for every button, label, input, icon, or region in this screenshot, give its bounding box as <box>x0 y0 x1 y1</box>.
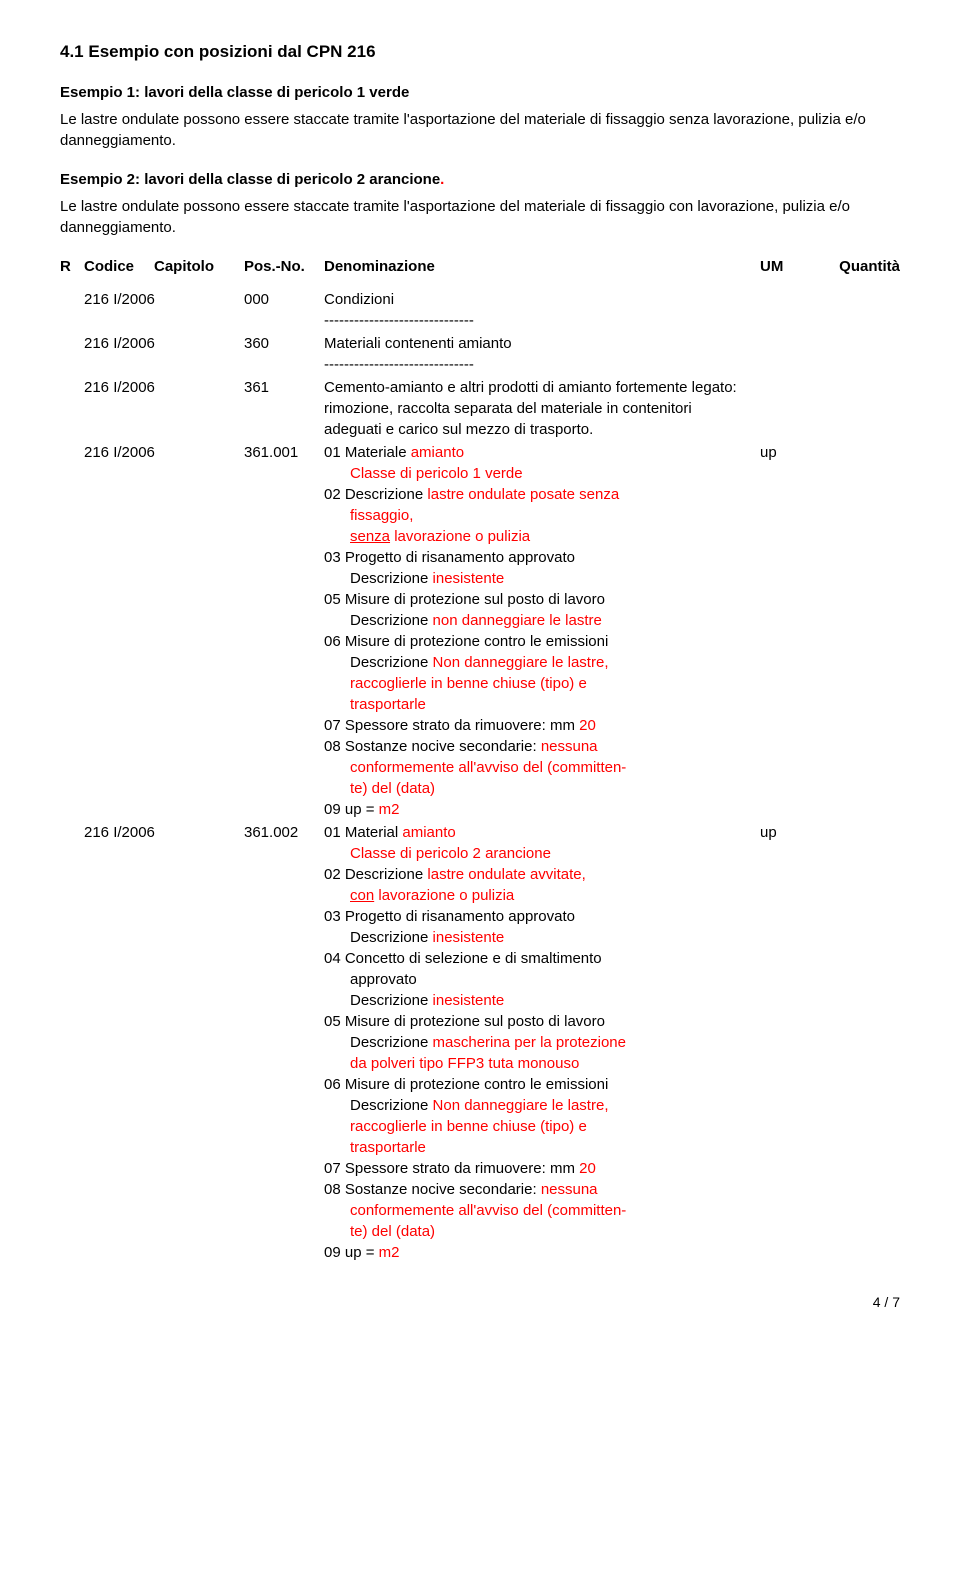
cell-denom: 01 Materiale amianto Classe di pericolo … <box>324 442 760 820</box>
th-r: R <box>60 256 84 277</box>
cell-code: 216 I/2006 <box>84 377 244 398</box>
page-footer: 4 / 7 <box>60 1293 900 1313</box>
example-2-text: Le lastre ondulate possono essere stacca… <box>60 196 900 238</box>
th-pos: Pos.-No. <box>244 256 324 277</box>
th-chapter: Capitolo <box>154 256 244 277</box>
table-row: 216 I/2006 361 Cemento-amianto e altri p… <box>60 377 900 440</box>
cell-code: 216 I/2006 <box>84 333 244 354</box>
cell-code: 216 I/2006 <box>84 822 244 843</box>
cell-denom: 01 Material amianto Classe di pericolo 2… <box>324 822 760 1263</box>
cell-pos: 361.002 <box>244 822 324 843</box>
table-row: 216 I/2006 361.002 01 Material amianto C… <box>60 822 900 1263</box>
example-2: Esempio 2: lavori della classe di perico… <box>60 169 900 238</box>
th-denom: Denominazione <box>324 256 760 277</box>
example-2-heading: Esempio 2: lavori della classe di perico… <box>60 169 900 190</box>
example-1-heading: Esempio 1: lavori della classe di perico… <box>60 82 900 103</box>
cell-pos: 360 <box>244 333 324 354</box>
example-1: Esempio 1: lavori della classe di perico… <box>60 82 900 151</box>
th-qty: Quantità <box>820 256 900 277</box>
cell-um: up <box>760 442 820 463</box>
section-title: 4.1 Esempio con posizioni dal CPN 216 <box>60 40 900 64</box>
example-1-text: Le lastre ondulate possono essere stacca… <box>60 109 900 151</box>
table-row: 216 I/2006 361.001 01 Materiale amianto … <box>60 442 900 820</box>
cell-pos: 361 <box>244 377 324 398</box>
table-row: 216 I/2006 000 Condizioni --------------… <box>60 289 900 331</box>
cell-denom: Materiali contenenti amianto -----------… <box>324 333 760 375</box>
cell-um: up <box>760 822 820 843</box>
cell-pos: 361.001 <box>244 442 324 463</box>
th-um: UM <box>760 256 820 277</box>
th-code: Codice <box>84 256 154 277</box>
cell-denom: Condizioni -----------------------------… <box>324 289 760 331</box>
cell-code: 216 I/2006 <box>84 289 244 310</box>
cell-pos: 000 <box>244 289 324 310</box>
table-header: R Codice Capitolo Pos.-No. Denominazione… <box>60 256 900 277</box>
cell-code: 216 I/2006 <box>84 442 244 463</box>
table-row: 216 I/2006 360 Materiali contenenti amia… <box>60 333 900 375</box>
cell-denom: Cemento-amianto e altri prodotti di amia… <box>324 377 760 440</box>
